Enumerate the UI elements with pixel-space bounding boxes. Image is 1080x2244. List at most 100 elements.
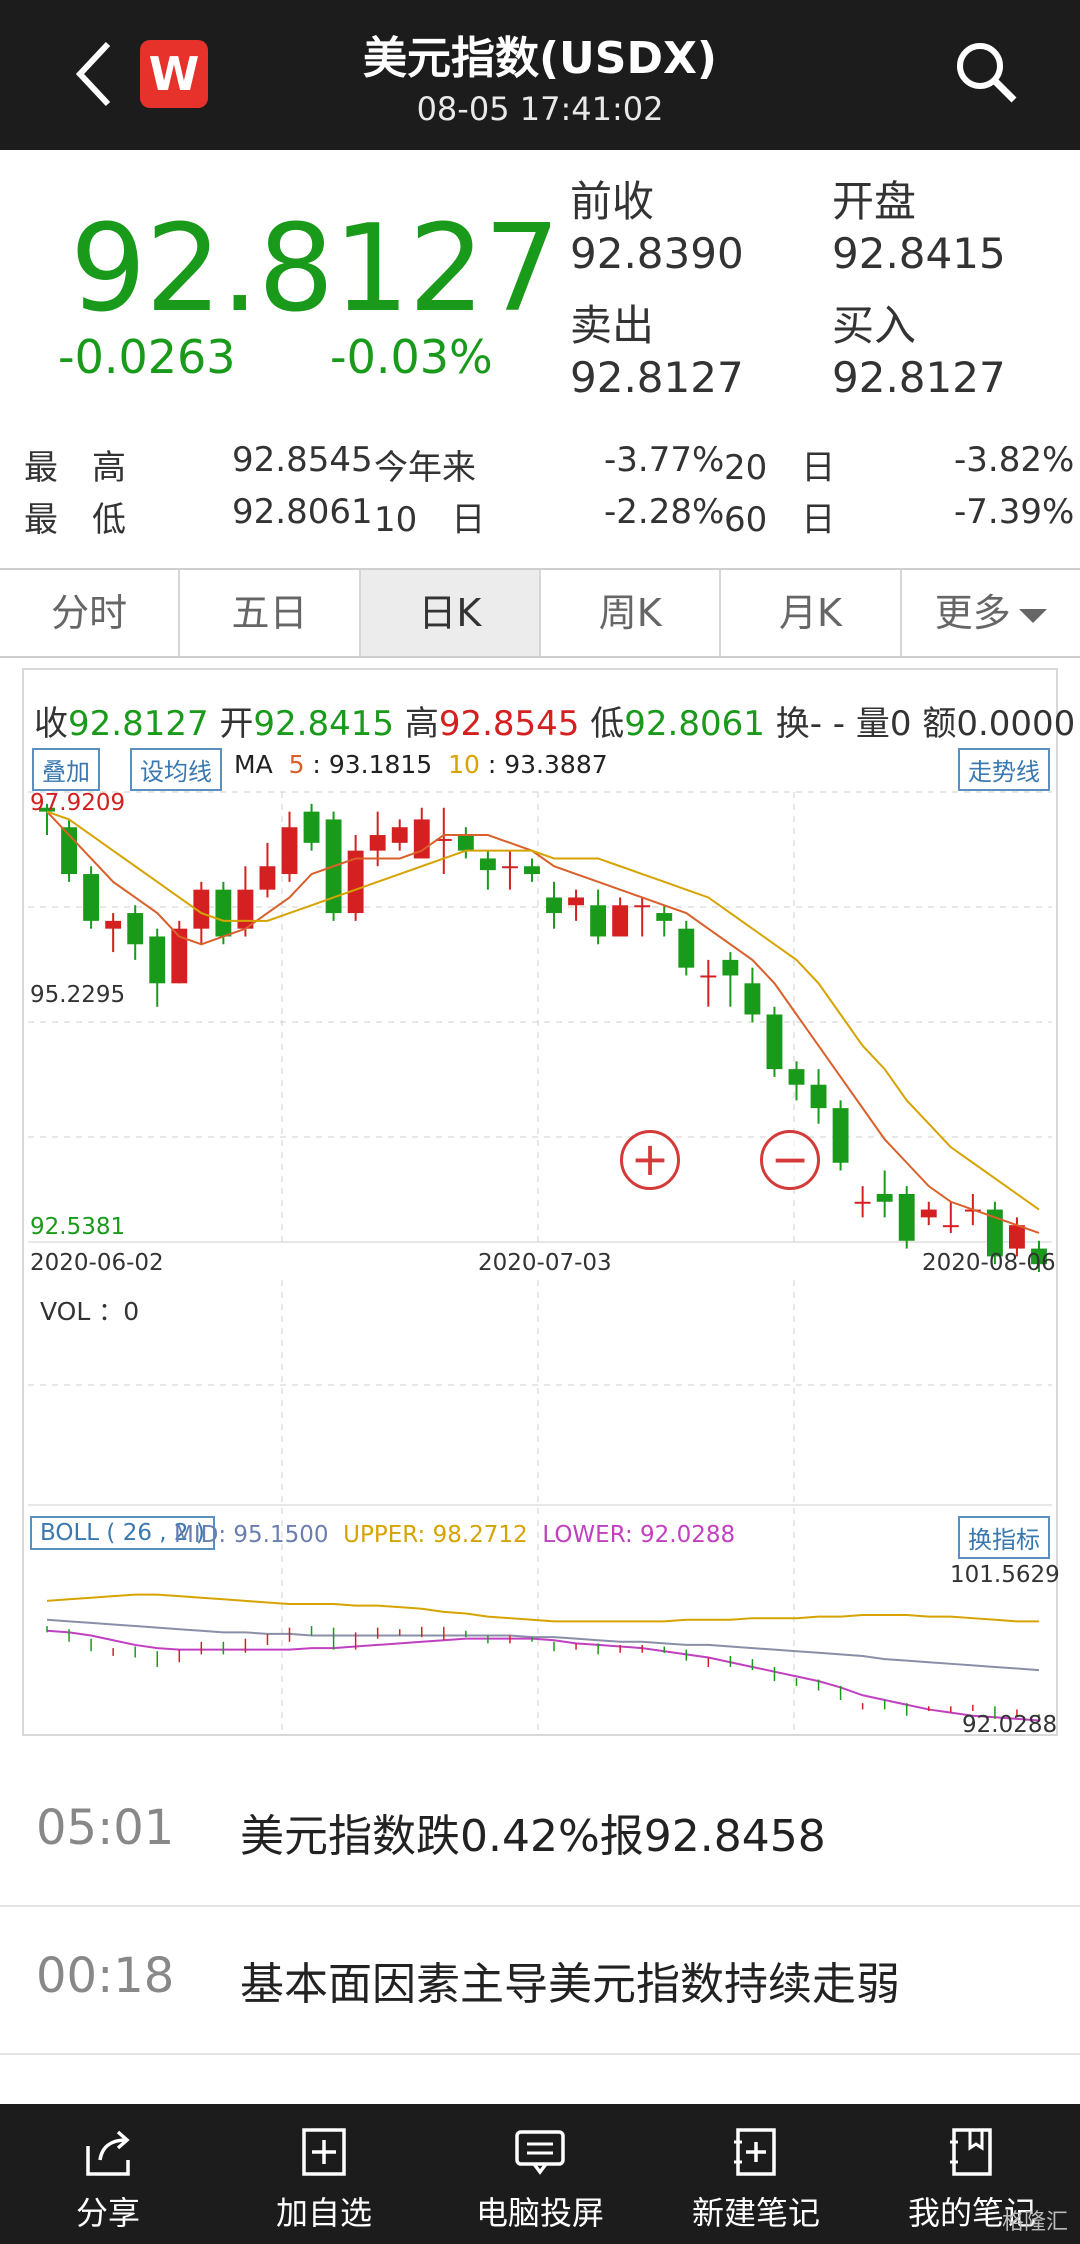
ma10-value: 93.3887: [504, 750, 608, 779]
volume-label: 量: [855, 704, 890, 744]
kline-chart[interactable]: 收92.8127 开92.8415 高92.8545 低92.8061 换- -…: [22, 668, 1075, 1738]
sell-value: 92.8127: [570, 353, 744, 402]
my-notes-label: 我的笔记: [907, 2194, 1036, 2232]
d10-label: 10 日: [374, 500, 486, 540]
change-percent: -0.03%: [330, 330, 493, 384]
tab-monthly-k[interactable]: 月K: [721, 570, 902, 656]
my-notes-button[interactable]: 我的笔记: [864, 2104, 1080, 2244]
new-note-button[interactable]: 新建笔记: [648, 2104, 864, 2244]
low-label: 最 低: [24, 500, 126, 540]
candle-body: [656, 913, 673, 921]
buy: 买入 92.8127: [832, 300, 1006, 404]
boll-mid: MID: 95.1500: [174, 1522, 329, 1548]
boll-upper: UPPER: 98.2712: [343, 1522, 528, 1548]
prev-close-label: 前收: [570, 177, 655, 226]
prev-close: 前收 92.8390: [570, 176, 744, 280]
stats-row: 最 高 92.8545 今年来 -3.77% 20 日 -3.82%: [0, 440, 1080, 490]
zoom-in-button[interactable]: +: [620, 1130, 680, 1190]
zoom-out-button[interactable]: −: [760, 1130, 820, 1190]
candle-body: [722, 959, 739, 976]
candle-body: [193, 889, 210, 929]
candle-body: [788, 1069, 805, 1085]
x-tick-label: 2020-06-02: [30, 1250, 164, 1276]
search-icon[interactable]: [950, 36, 1022, 108]
open-label: 开盘: [832, 177, 917, 226]
candle-body: [303, 811, 320, 843]
tab-more[interactable]: 更多: [902, 570, 1080, 656]
news-item[interactable]: 05:01 美元指数跌0.42%报92.8458: [0, 1760, 1080, 1907]
new-note-icon: [734, 2128, 776, 2176]
top-bar: W 美元指数(USDX) 08-05 17:41:02: [0, 0, 1080, 150]
ma5-value: 93.1815: [328, 750, 433, 779]
candle-body: [612, 905, 629, 937]
news-time: 00:18: [36, 1948, 175, 2004]
low-value: 92.8061: [232, 492, 373, 532]
set-ma-button[interactable]: 设均线: [130, 748, 222, 791]
candle-body: [369, 835, 386, 851]
sell: 卖出 92.8127: [570, 300, 744, 404]
candle-body: [942, 1225, 959, 1228]
open-label: 开: [219, 704, 254, 744]
close-label: 收: [34, 704, 68, 744]
back-icon[interactable]: [70, 38, 120, 110]
candle-body: [920, 1209, 937, 1218]
boll-upper-line: [46, 1593, 1039, 1623]
share-button[interactable]: 分享: [0, 2104, 216, 2244]
last-price: 92.8127: [70, 200, 560, 339]
candle-body: [766, 1014, 783, 1070]
buy-label: 买入: [832, 301, 917, 350]
boll-legend: MID: 95.1500 UPPER: 98.2712 LOWER: 92.02…: [174, 1522, 735, 1548]
add-watchlist-button[interactable]: 加自选: [216, 2104, 432, 2244]
candle-body: [479, 858, 496, 871]
turnover-value: - -: [809, 704, 846, 744]
high-value: 92.8545: [232, 440, 373, 480]
share-icon: [86, 2130, 130, 2176]
prev-close-value: 92.8390: [570, 229, 744, 278]
boll-lower-line: [46, 1629, 1040, 1722]
overlay-button[interactable]: 叠加: [32, 748, 100, 791]
y-tick-label: 95.2295: [30, 982, 126, 1008]
chevron-down-icon: [1018, 608, 1047, 623]
tab-daily-k[interactable]: 日K: [360, 570, 541, 656]
candle-body: [590, 905, 607, 937]
watermark-logo: 格隆汇: [1001, 2210, 1068, 2235]
quote-datetime: 08-05 17:41:02: [416, 90, 664, 128]
amount-label: 额: [922, 704, 957, 744]
new-note-label: 新建笔记: [691, 2194, 820, 2232]
amount-value: 0.0000: [956, 704, 1076, 744]
high-label: 高: [404, 704, 439, 744]
screen-cast-button[interactable]: 电脑投屏: [432, 2104, 648, 2244]
candle-body: [215, 889, 232, 937]
screen-cast-icon: [515, 2130, 565, 2175]
tab-five-day[interactable]: 五日: [180, 570, 361, 656]
d20-label: 20 日: [724, 448, 836, 488]
news-item[interactable]: 00:18 基本面因素主导美元指数持续走弱: [0, 1908, 1080, 2055]
candle-body: [546, 897, 562, 914]
y-tick-label: 92.5381: [30, 1214, 126, 1240]
ma5-line: [46, 810, 1040, 1234]
trendline-button[interactable]: 走势线: [958, 748, 1050, 791]
candle-body: [391, 827, 408, 843]
candle-body: [171, 928, 188, 984]
candle-body: [898, 1193, 915, 1241]
add-watchlist-icon: [302, 2128, 346, 2176]
candle-body: [1031, 1248, 1047, 1265]
x-tick-label: 2020-07-03: [478, 1250, 612, 1276]
tab-more-label: 更多: [934, 591, 1011, 635]
brand-logo: W: [140, 40, 208, 108]
x-tick-label: 2020-08-06: [922, 1250, 1056, 1276]
turnover-label: 换: [775, 704, 810, 744]
share-label: 分享: [75, 2194, 140, 2232]
candle-body: [149, 936, 166, 984]
candle-body: [876, 1193, 893, 1202]
candle-body: [832, 1108, 849, 1163]
ma5-label: 5: [288, 750, 305, 779]
quote-panel: 92.8127 -0.0263 -0.03% 前收 92.8390 开盘 92.…: [0, 150, 1080, 415]
ytd-value: -3.77%: [604, 440, 725, 480]
tab-weekly-k[interactable]: 周K: [541, 570, 722, 656]
boll-indicator-label[interactable]: BOLL ( 26 , 2 ): [30, 1516, 215, 1550]
switch-indicator-button[interactable]: 换指标: [958, 1516, 1050, 1559]
news-time: 05:01: [36, 1800, 175, 1856]
tab-intraday[interactable]: 分时: [0, 570, 181, 656]
bottom-nav: 分享 加自选 电脑投屏 新建笔记: [0, 2104, 1080, 2244]
